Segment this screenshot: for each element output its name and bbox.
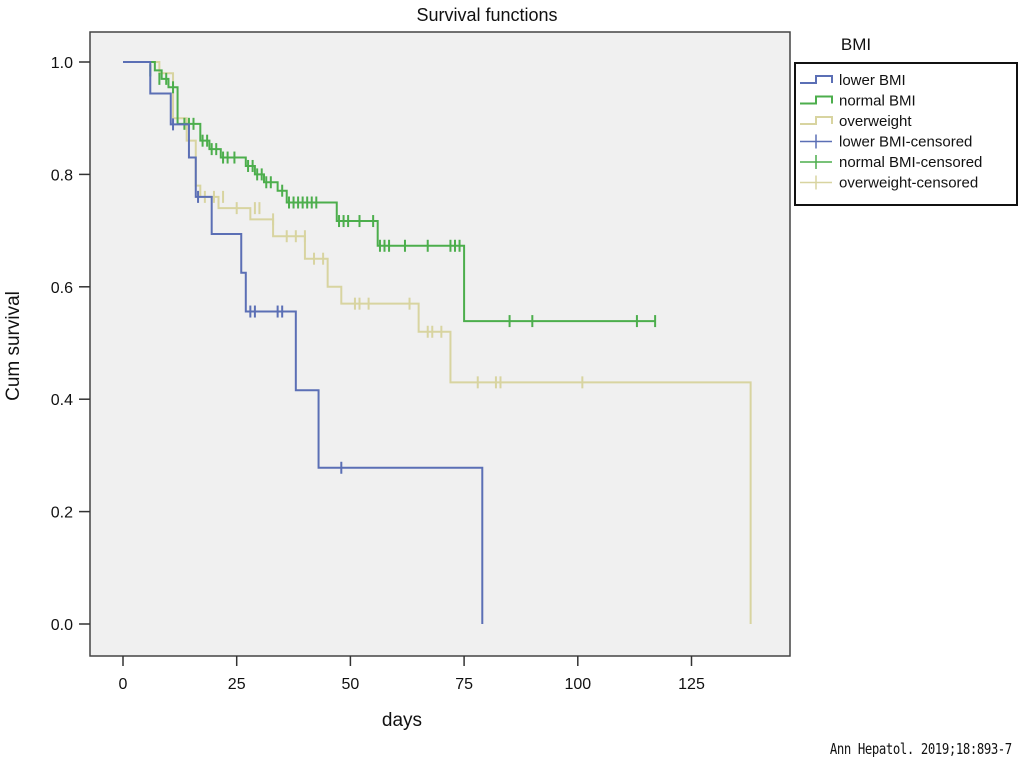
- x-tick-label: 125: [678, 676, 705, 693]
- y-tick-label: 0.8: [51, 167, 73, 184]
- y-tick-label: 0.2: [51, 505, 73, 522]
- survival-curve-normal: [123, 61, 656, 323]
- legend-entry: lower BMI: [800, 72, 906, 89]
- legend-label: overweight-censored: [839, 175, 978, 192]
- y-axis: 0.0 0.2 0.4 0.6 0.8 1.0: [51, 55, 90, 634]
- legend-entry: overweight-censored: [800, 175, 978, 192]
- x-tick-label: 100: [564, 676, 591, 693]
- y-axis-label: Cum survival: [3, 291, 24, 401]
- legend-label: normal BMI: [839, 93, 916, 110]
- x-axis: 0 25 50 75 100 125: [119, 656, 705, 693]
- survival-curve-overweight: [123, 61, 752, 624]
- y-tick-label: 0.4: [51, 392, 73, 409]
- chart-title: Survival functions: [416, 5, 557, 25]
- legend-entries: lower BMI normal BMI overweight lower BMI-c…: [800, 72, 982, 192]
- y-tick-label: 1.0: [51, 55, 73, 72]
- legend-step-swatch-overweight: [800, 116, 833, 125]
- legend-step-swatch-lower: [800, 75, 833, 84]
- series-layer: [123, 61, 752, 624]
- legend-label: lower BMI: [839, 72, 906, 89]
- citation: Ann Hepatol. 2019;18:893-7: [830, 740, 1012, 758]
- x-axis-label: days: [382, 710, 422, 731]
- x-tick-label: 50: [342, 676, 360, 693]
- legend-step-swatch-normal: [800, 95, 833, 105]
- legend-entry: normal BMI: [800, 93, 916, 110]
- x-tick-label: 0: [119, 676, 128, 693]
- legend-label: overweight: [839, 113, 912, 130]
- survival-curve-lower: [123, 61, 484, 624]
- series-lower: [123, 61, 484, 624]
- legend-label: lower BMI-censored: [839, 134, 972, 151]
- legend-entry: normal BMI-censored: [800, 154, 982, 171]
- legend-entry: overweight: [800, 113, 912, 130]
- legend-label: normal BMI-censored: [839, 154, 982, 171]
- y-tick-label: 0.0: [51, 617, 73, 634]
- legend-box: [794, 62, 1018, 206]
- legend-entry: lower BMI-censored: [800, 134, 972, 151]
- plot-area: [89, 31, 791, 657]
- legend-title: BMI: [841, 35, 871, 54]
- x-tick-label: 75: [455, 676, 473, 693]
- y-tick-label: 0.6: [51, 280, 73, 297]
- x-tick-label: 25: [228, 676, 246, 693]
